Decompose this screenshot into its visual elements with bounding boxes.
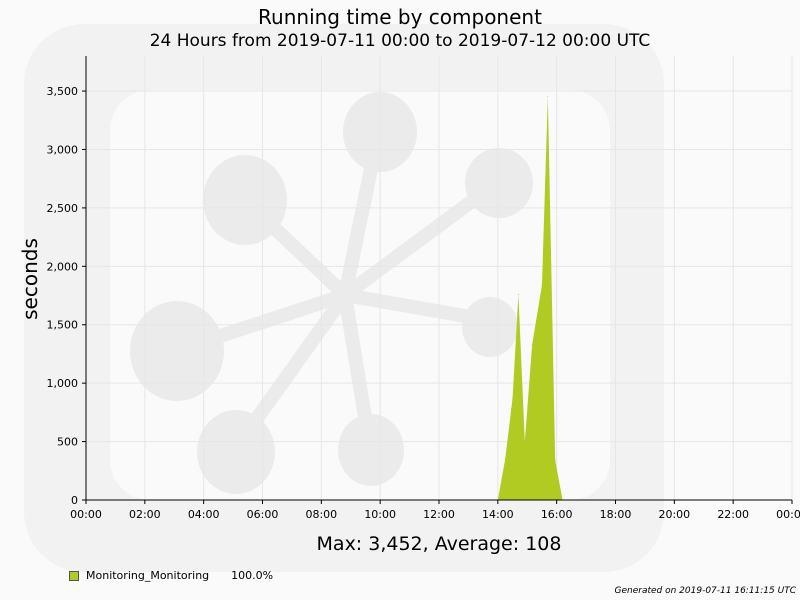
x-tick-label: 04:00	[188, 508, 220, 521]
legend: Monitoring_Monitoring 100.0%	[69, 569, 273, 582]
generated-timestamp: Generated on 2019-07-11 16:11:15 UTC	[614, 586, 797, 596]
x-tick-label: 22:00	[717, 508, 749, 521]
x-tick-label: 14:00	[482, 508, 514, 521]
y-tick-label: 3,000	[47, 143, 79, 156]
summary-stats: Max: 3,452, Average: 108	[316, 533, 562, 555]
x-tick-label: 10:00	[364, 508, 396, 521]
x-tick-label: 06:00	[247, 508, 279, 521]
y-tick-label: 500	[57, 436, 78, 449]
data-point	[504, 458, 506, 460]
data-point	[512, 397, 514, 399]
data-point	[524, 441, 526, 443]
data-point	[531, 344, 533, 346]
legend-swatch	[69, 570, 79, 581]
data-point	[541, 284, 543, 286]
y-tick-label: 2,000	[47, 260, 79, 273]
legend-label: Monitoring_Monitoring	[86, 569, 210, 582]
x-tick-label: 00:00	[776, 508, 800, 521]
x-tick-label: 00:00	[70, 508, 102, 521]
y-tick-label: 0	[71, 494, 78, 507]
chart-subtitle: 24 Hours from 2019-07-11 00:00 to 2019-0…	[149, 31, 651, 51]
data-point	[554, 459, 556, 461]
data-point	[547, 96, 549, 98]
x-tick-label: 20:00	[658, 508, 690, 521]
series-area	[497, 96, 563, 500]
x-tick-label: 12:00	[423, 508, 455, 521]
y-tick-label: 1,500	[47, 319, 79, 332]
legend-percent: 100.0%	[231, 569, 274, 582]
x-tick-label: 16:00	[541, 508, 573, 521]
chart-title: Running time by component	[258, 5, 542, 29]
y-tick-label: 1,000	[47, 377, 79, 390]
y-tick-label: 2,500	[47, 202, 79, 215]
x-tick-label: 02:00	[129, 508, 161, 521]
data-point	[517, 293, 519, 295]
x-tick-label: 08:00	[305, 508, 337, 521]
y-tick-label: 3,500	[47, 85, 79, 98]
x-tick-label: 18:00	[600, 508, 632, 521]
